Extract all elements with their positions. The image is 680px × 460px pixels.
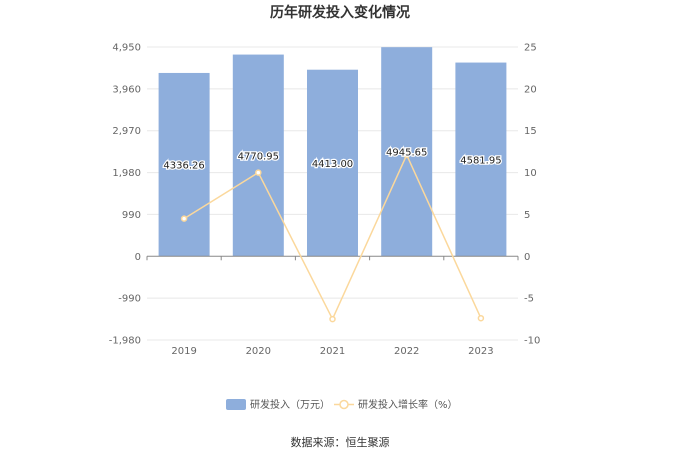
bar-series — [158, 47, 507, 257]
x-tick-label: 2019 — [171, 346, 196, 357]
bar-value-label-2023: 4581.95 — [460, 155, 501, 166]
x-tick-label: 2023 — [468, 346, 493, 357]
y-right-tick-label: 0 — [524, 252, 530, 263]
bar-value-label-2020: 4770.95 — [238, 151, 279, 162]
legend-bar-label[interactable]: 研发投入（万元） — [250, 398, 330, 411]
data-source: 数据来源：恒生聚源 — [291, 435, 390, 449]
bar-value-label-2022: 4945.65 — [386, 148, 427, 159]
y-right-tick-label: -5 — [524, 294, 534, 305]
legend-line-label[interactable]: 研发投入增长率（%） — [358, 398, 458, 411]
bar-2021 — [307, 69, 358, 257]
legend[interactable]: 研发投入（万元） 研发投入增长率（%） — [226, 398, 458, 411]
y-left-tick-label: 0 — [135, 252, 141, 263]
axes: 4,950 3,960 2,970 1,980 990 0 -990 -1,980 25 20 15… — [109, 43, 541, 358]
x-tick-label: 2022 — [394, 346, 419, 357]
bar-value-labels: 4336.26 4770.95 4413.00 4945.65 4581.95 — [162, 146, 503, 172]
bar-value-label-2019: 4336.26 — [163, 161, 204, 172]
growth-rate-point-2022 — [403, 151, 410, 159]
y-left-tick-label: -990 — [118, 294, 141, 305]
y-left-tick-label: 990 — [122, 210, 141, 221]
y-right-tick-label: 5 — [524, 210, 530, 221]
bar-value-label-2021: 4413.00 — [312, 159, 353, 170]
bar-2023 — [455, 62, 507, 257]
growth-rate-point-2021 — [329, 315, 336, 323]
y-right-tick-label: -10 — [524, 336, 540, 347]
y-left-tick-label: 2,970 — [112, 126, 141, 137]
y-left-tick-label: 1,980 — [112, 168, 141, 179]
y-right-tick-label: 10 — [524, 168, 537, 179]
bar-2019 — [158, 72, 210, 257]
y-right-tick-label: 20 — [524, 84, 537, 95]
y-left-tick-label: 4,950 — [112, 43, 141, 54]
x-tick-label: 2020 — [246, 346, 271, 357]
y-right-tick-label: 25 — [524, 43, 537, 54]
bar-2022 — [381, 47, 433, 257]
y-left-tick-label: -1,980 — [109, 336, 141, 347]
x-tick-label: 2021 — [320, 346, 345, 357]
chart-title: 历年研发投入变化情况 — [270, 4, 410, 21]
legend-bar-swatch[interactable] — [226, 399, 246, 410]
growth-rate-series — [180, 151, 485, 323]
legend-line-marker[interactable] — [339, 399, 349, 410]
bar-2020 — [232, 54, 284, 257]
growth-rate-point-2019 — [180, 215, 188, 222]
y-left-tick-label: 3,960 — [112, 84, 141, 95]
growth-rate-point-2023 — [477, 314, 485, 322]
y-right-tick-label: 15 — [524, 126, 537, 137]
growth-rate-point-2020 — [255, 169, 262, 176]
